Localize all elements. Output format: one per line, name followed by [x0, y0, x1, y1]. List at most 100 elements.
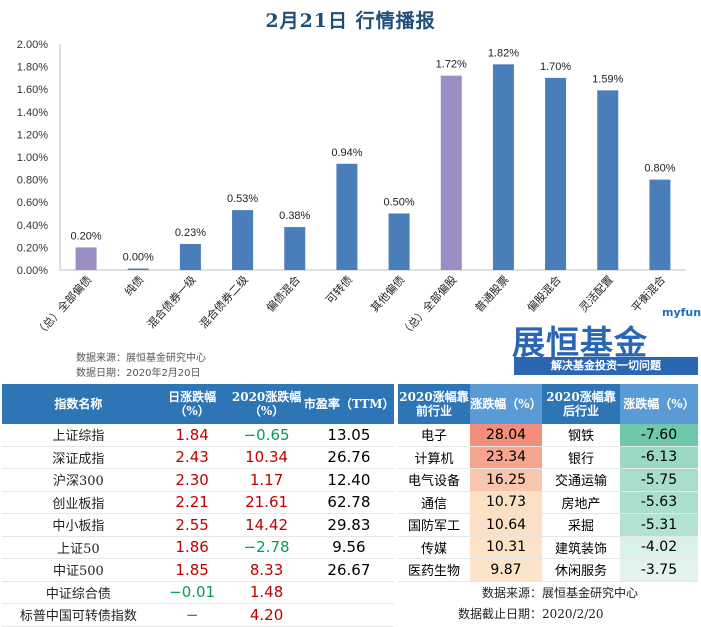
chart-date: 数据日期：2020年2月20日: [76, 368, 201, 379]
bottom-industry-change: -5.63: [620, 491, 698, 514]
table-row: 国防军工 10.64 采掘 -5.31: [398, 513, 698, 537]
industry-table-header: 涨跌幅（%）: [470, 384, 542, 424]
pe-ttm: 12.40: [303, 468, 394, 492]
bar: [597, 90, 619, 270]
data-label: 0.38%: [279, 210, 310, 222]
bar: [545, 77, 567, 271]
top-industry-change: 10.64: [470, 513, 542, 537]
index-name: 标普中国可转债指数: [2, 603, 155, 627]
ytd-change: 10.34: [229, 446, 304, 469]
y-tick-label: 0.00%: [17, 265, 48, 277]
data-label: 0.23%: [175, 227, 206, 239]
daily-change: 2.43: [154, 446, 230, 469]
top-industry: 通信: [398, 491, 470, 514]
bar: [284, 227, 306, 270]
daily-change: 2.21: [154, 491, 230, 514]
x-tick-label: 混合债券二级: [196, 273, 251, 331]
bottom-industry: 钢铁: [542, 424, 620, 447]
top-industry: 计算机: [398, 446, 470, 469]
bottom-industry: 房地产: [542, 491, 620, 514]
pe-ttm: [303, 581, 394, 604]
index-name: 中证500: [2, 558, 155, 582]
data-label: 0.80%: [644, 163, 675, 175]
logo-name: 展恒基金: [512, 323, 648, 362]
industry-table-header: 涨跌幅（%）: [620, 384, 698, 424]
x-tick-label: 普通股票: [472, 273, 512, 315]
top-industry: 电气设备: [398, 468, 470, 492]
bar: [127, 268, 149, 270]
ytd-change: 1.17: [229, 468, 304, 492]
chart-source: 数据来源：展恒基金研究中心: [76, 353, 206, 364]
y-tick-label: 0.40%: [17, 220, 48, 232]
index-table-header: 日涨跌幅（%）: [154, 384, 230, 424]
industry-source: 数据来源： 展恒基金研究中心: [398, 581, 698, 603]
x-tick-label: （总）全部偏股: [398, 273, 460, 340]
data-label: 0.50%: [383, 197, 414, 209]
top-industry-change: 28.04: [470, 424, 542, 447]
index-table-header: 指数名称: [2, 384, 155, 424]
y-tick-label: 0.80%: [17, 175, 48, 187]
bar: [75, 247, 97, 270]
logo-small-text: myfund: [662, 306, 701, 319]
table-row: 电子 28.04 钢铁 -7.60: [398, 424, 698, 447]
industry-table-header: 2020涨幅靠前行业: [398, 384, 470, 424]
data-label: 1.70%: [540, 61, 571, 73]
pe-ttm: 26.67: [303, 558, 394, 582]
table-row: 电气设备 16.25 交通运输 -5.75: [398, 468, 698, 492]
x-tick-label: 混合债券一级: [144, 273, 199, 331]
table-row: 标普中国可转债指数 −4.20: [2, 603, 394, 627]
table-row: 创业板指 2.21 21.61 62.78: [2, 491, 394, 514]
bar: [179, 244, 201, 270]
y-tick-label: 0.20%: [17, 242, 48, 254]
data-label: 0.53%: [227, 193, 258, 205]
bottom-industry: 建筑装饰: [542, 536, 620, 559]
y-tick-label: 1.60%: [17, 84, 48, 96]
index-name: 创业板指: [2, 491, 155, 514]
table-row: 上证50 1.86 −2.78 9.56: [2, 536, 394, 559]
x-tick-label: 偏债混合: [263, 273, 303, 315]
top-industry: 国防军工: [398, 513, 470, 537]
table-row: 深证成指 2.43 10.34 26.76: [2, 446, 394, 469]
bar: [388, 213, 410, 270]
ytd-change: 4.20: [229, 603, 304, 627]
logo-slogan: 解决基金投资一切问题: [514, 357, 698, 375]
bar-chart: 0.00% 0.20% 0.40% 0.60% 0.80% 1.00% 1.20% 1.40%…: [17, 39, 686, 340]
bottom-industry: 交通运输: [542, 468, 620, 492]
industry-table-header: 2020涨幅靠后行业: [542, 384, 620, 424]
data-label: 1.59%: [592, 73, 623, 85]
table-row: 计算机 23.34 银行 -6.13: [398, 446, 698, 469]
daily-change: 1.84: [154, 424, 230, 447]
top-industry-change: 23.34: [470, 446, 542, 469]
index-name: 深证成指: [2, 446, 155, 469]
bar: [232, 210, 254, 270]
top-industry-change: 16.25: [470, 468, 542, 492]
ytd-change: 1.48: [229, 581, 304, 604]
ytd-change: 14.42: [229, 513, 304, 537]
ytd-change: −0.65: [229, 424, 304, 447]
bottom-industry: 采掘: [542, 513, 620, 537]
data-label: 1.72%: [436, 59, 467, 71]
bottom-industry: 银行: [542, 446, 620, 469]
data-label: 0.00%: [123, 252, 154, 264]
top-industry: 传媒: [398, 536, 470, 559]
table-row: 医药生物 9.87 休闲服务 -3.75: [398, 558, 698, 582]
data-label: 0.94%: [331, 147, 362, 159]
table-row: 中小板指 2.55 14.42 29.83: [2, 513, 394, 537]
y-tick-label: 1.40%: [17, 107, 48, 119]
ytd-change: 8.33: [229, 558, 304, 582]
index-name: 上证50: [2, 536, 155, 559]
pe-ttm: 9.56: [303, 536, 394, 559]
top-industry-change: 10.31: [470, 536, 542, 559]
index-name: 中证综合债: [2, 581, 155, 604]
top-industry-change: 9.87: [470, 558, 542, 582]
x-tick-label: 其他偏债: [367, 273, 407, 315]
daily-change: 2.30: [154, 468, 230, 492]
daily-change: 1.86: [154, 536, 230, 559]
x-tick-label: 纯债: [121, 273, 146, 299]
pe-ttm: 29.83: [303, 513, 394, 537]
bottom-industry-change: -5.75: [620, 468, 698, 492]
daily-change: −0.01: [154, 581, 230, 604]
bar: [492, 64, 514, 270]
x-tick-label: 灵活配置: [577, 273, 616, 314]
pe-ttm: 62.78: [303, 491, 394, 514]
